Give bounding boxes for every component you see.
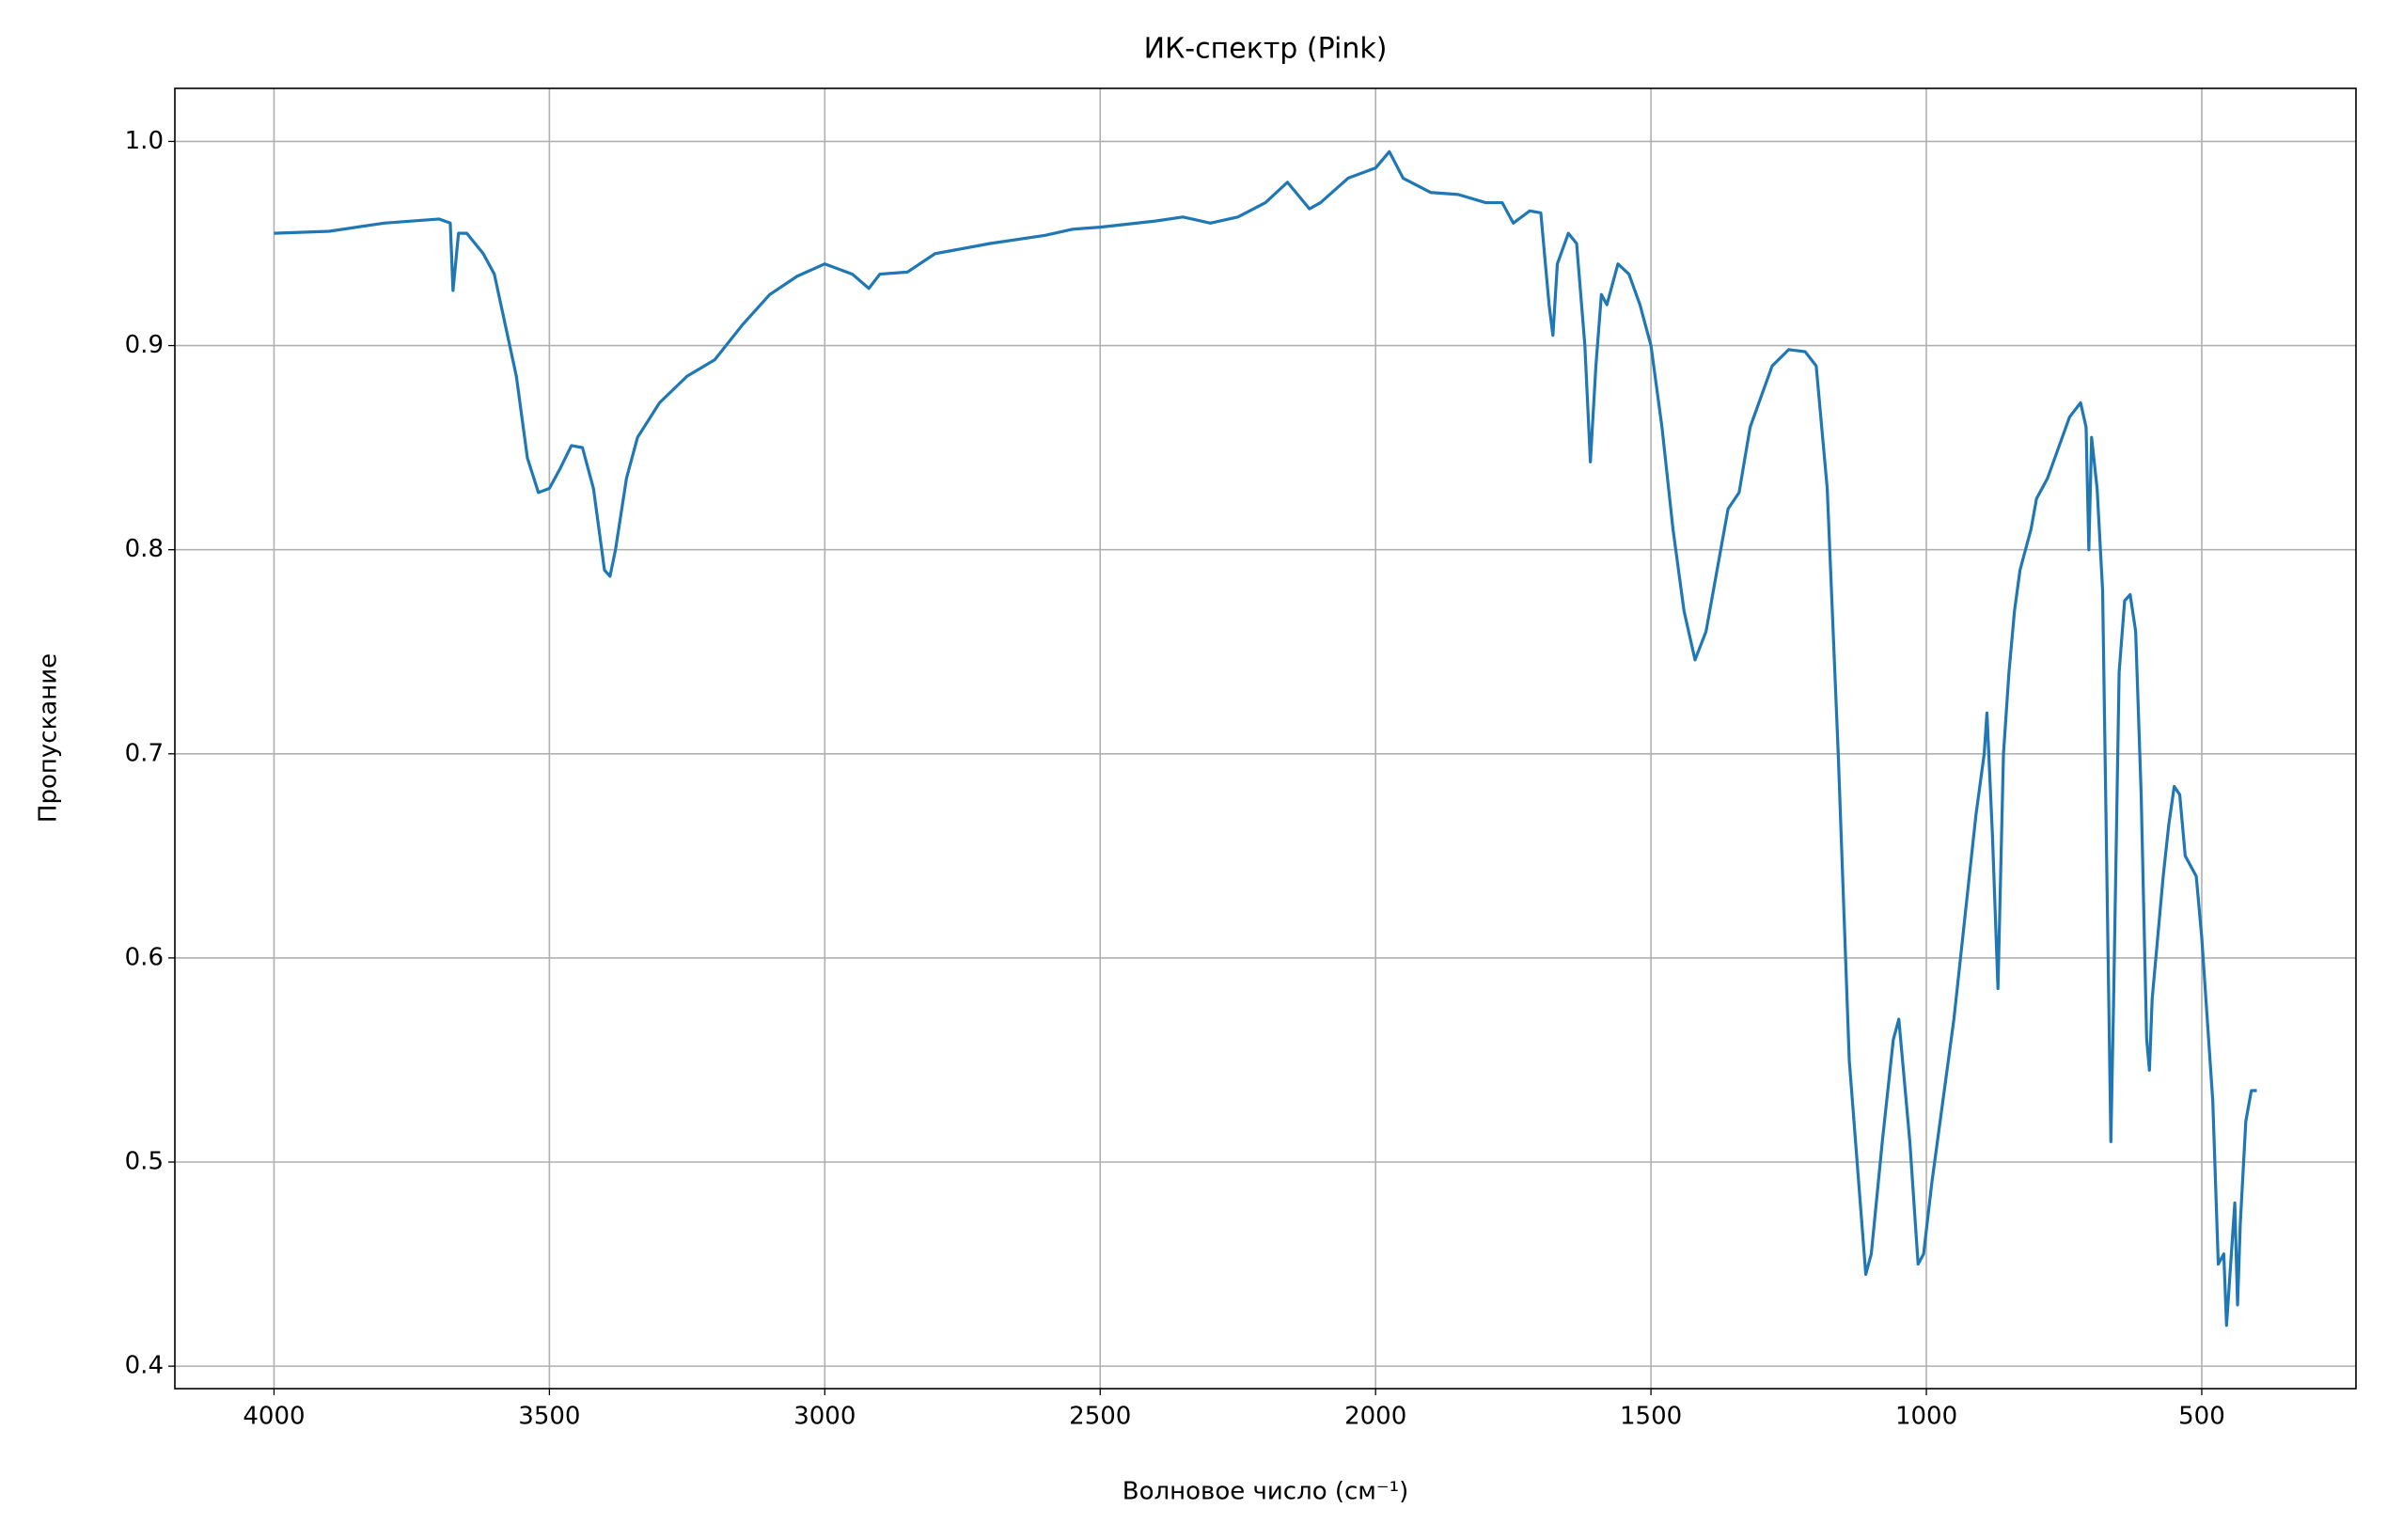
y-tick-label: 0.5	[125, 1148, 164, 1176]
x-tick-label: 500	[2178, 1403, 2225, 1431]
y-tick-label: 1.0	[125, 127, 164, 155]
plot-frame	[174, 87, 2357, 1390]
x-tick-label: 4000	[243, 1403, 305, 1431]
x-tick-label: 1500	[1620, 1403, 1682, 1431]
x-axis-label: Волновое число (см⁻¹)	[1123, 1478, 1408, 1506]
x-tick-label: 3000	[793, 1403, 856, 1431]
x-tick-label: 2000	[1344, 1403, 1406, 1431]
x-tick-label: 2500	[1069, 1403, 1131, 1431]
x-tick-label: 1000	[1895, 1403, 1957, 1431]
chart-title: ИК-спектр (Pink)	[1144, 33, 1388, 66]
data-line	[274, 149, 2257, 1328]
y-tick-label: 0.4	[125, 1352, 164, 1380]
y-tick-label: 0.6	[125, 943, 164, 971]
y-axis-label: Пропускание	[35, 653, 63, 823]
y-tick-label: 0.8	[125, 535, 164, 563]
y-tick-label: 0.9	[125, 331, 164, 359]
y-tick-label: 0.7	[125, 739, 164, 767]
x-tick-label: 3500	[518, 1403, 580, 1431]
